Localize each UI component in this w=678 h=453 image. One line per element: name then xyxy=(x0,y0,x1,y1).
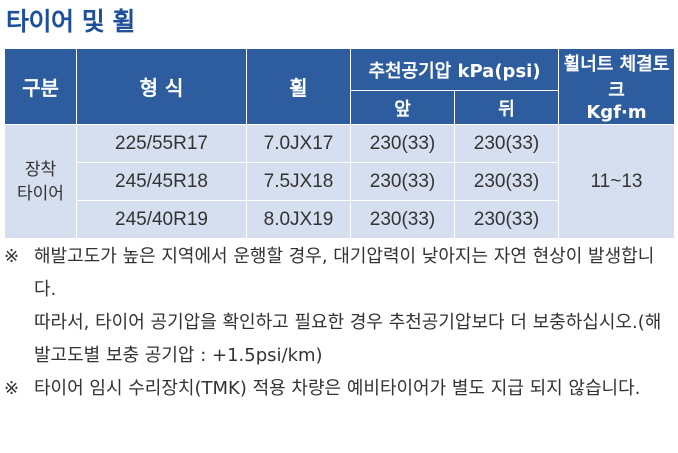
tire-wheel-spec-table: 구분 형 식 휠 추천공기압 kPa(psi) 휠너트 체결토크 Kgf·m 앞… xyxy=(4,48,675,239)
header-type: 형 식 xyxy=(76,48,247,125)
wheel-cell: 8.0JX19 xyxy=(246,200,351,239)
page-title: 타이어 및 휠 xyxy=(6,7,135,36)
note-altitude: ※ 해발고도가 높은 지역에서 운행할 경우, 대기압력이 낮아지는 자연 현상… xyxy=(4,240,676,372)
tire-type-cell: 245/45R18 xyxy=(76,162,247,201)
note-text: 해발고도가 높은 지역에서 운행할 경우, 대기압력이 낮아지는 자연 현상이 … xyxy=(34,246,655,300)
header-torque-label: 휠너트 체결토크 xyxy=(563,54,670,101)
note-mark: ※ xyxy=(4,378,20,399)
torque-value-cell: 11~13 xyxy=(558,124,675,239)
category-cell: 장착 타이어 xyxy=(4,124,77,239)
wheel-cell: 7.5JX18 xyxy=(246,162,351,201)
rear-pressure-cell: 230(33) xyxy=(454,124,559,163)
category-line1: 장착 xyxy=(24,159,57,180)
header-row: 구분 형 식 휠 추천공기압 kPa(psi) 휠너트 체결토크 Kgf·m xyxy=(4,48,675,125)
category-line2: 타이어 xyxy=(17,183,64,204)
header-category: 구분 xyxy=(4,48,77,125)
note-text: 따라서, 타이어 공기압을 확인하고 필요한 경우 추천공기압보다 더 보충하십… xyxy=(34,312,662,366)
header-torque: 휠너트 체결토크 Kgf·m xyxy=(558,48,675,125)
table-row: 장착 타이어 225/55R17 7.0JX17 230(33) 230(33)… xyxy=(4,124,675,239)
header-pressure: 추천공기압 kPa(psi) xyxy=(350,48,559,91)
rear-pressure-cell: 230(33) xyxy=(454,162,559,201)
rear-pressure-cell: 230(33) xyxy=(454,200,559,239)
note-mark: ※ xyxy=(4,246,20,267)
front-pressure-cell: 230(33) xyxy=(350,200,455,239)
subheader-row: 앞 뒤 xyxy=(5,90,675,125)
front-pressure-cell: 230(33) xyxy=(350,162,455,201)
notes-section: ※ 해발고도가 높은 지역에서 운행할 경우, 대기압력이 낮아지는 자연 현상… xyxy=(4,240,676,405)
front-pressure-cell: 230(33) xyxy=(350,124,455,163)
header-rear: 뒤 xyxy=(454,90,559,125)
note-tmk: ※ 타이어 임시 수리장치(TMK) 적용 차량은 예비타이어가 별도 지급 되… xyxy=(4,372,676,405)
tire-type-cell: 225/55R17 xyxy=(76,124,247,163)
note-text: 타이어 임시 수리장치(TMK) 적용 차량은 예비타이어가 별도 지급 되지 … xyxy=(34,378,641,399)
table-row: 245/40R19 8.0JX19 230(33) 230(33) xyxy=(5,200,675,239)
header-wheel: 휠 xyxy=(246,48,351,125)
tire-type-cell: 245/40R19 xyxy=(76,200,247,239)
header-front: 앞 xyxy=(350,90,455,125)
wheel-cell: 7.0JX17 xyxy=(246,124,351,163)
table-row: 245/45R18 7.5JX18 230(33) 230(33) xyxy=(5,162,675,201)
header-torque-unit: Kgf·m xyxy=(586,102,647,123)
